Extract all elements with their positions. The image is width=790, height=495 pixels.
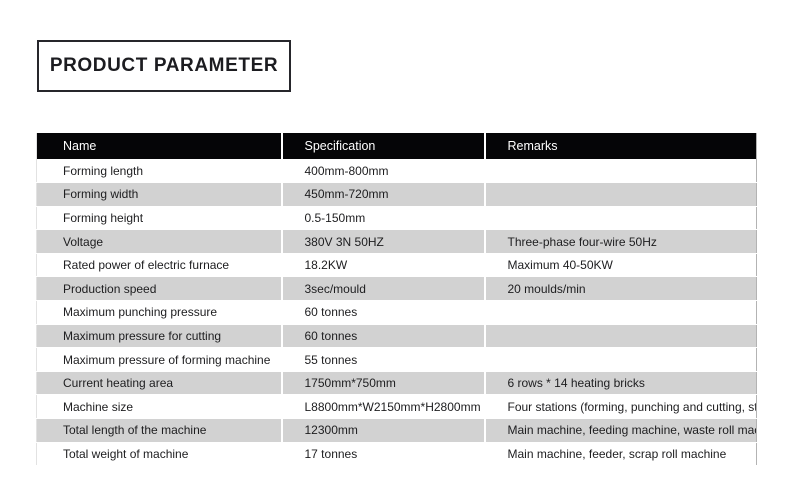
cell-remarks: Main machine, feeding machine, waste rol… — [484, 418, 757, 443]
table-row: Total weight of machine 17 tonnes Main mac… — [36, 442, 757, 467]
cell-name: Maximum pressure of forming machine — [36, 347, 283, 372]
cell-specification: 17 tonnes — [281, 442, 486, 467]
cell-name: Forming length — [36, 159, 283, 184]
cell-name: Maximum punching pressure — [36, 300, 283, 325]
table-row: Voltage 380V 3N 50HZ Three-phase four-wire… — [36, 229, 757, 254]
cell-remarks — [484, 347, 757, 372]
cell-remarks — [484, 324, 757, 349]
table-header: Name Specification Remarks — [36, 133, 757, 159]
table-row: Forming height 0.5-150mm — [36, 206, 757, 231]
column-header-remarks: Remarks — [484, 133, 757, 159]
cell-specification: 380V 3N 50HZ — [281, 229, 486, 254]
cell-name: Production speed — [36, 276, 283, 302]
table-row: Forming length 400mm-800mm — [36, 159, 757, 184]
cell-remarks — [484, 159, 757, 184]
table-row: Maximum pressure of forming machine 55 to… — [36, 347, 757, 372]
cell-specification: 0.5-150mm — [281, 206, 486, 231]
cell-specification: 1750mm*750mm — [281, 371, 486, 396]
cell-name: Forming height — [36, 206, 283, 231]
cell-remarks — [484, 182, 757, 207]
cell-specification: 3sec/mould — [281, 276, 486, 302]
cell-remarks: Four stations (forming, punching and cut… — [484, 394, 757, 420]
cell-specification: 60 tonnes — [281, 324, 486, 349]
cell-specification: 450mm-720mm — [281, 182, 486, 207]
product-parameter-table: Name Specification Remarks Forming lengt… — [36, 133, 757, 467]
cell-remarks: 6 rows * 14 heating bricks — [484, 371, 757, 396]
table-header-row: Name Specification Remarks — [36, 133, 757, 159]
cell-specification: 12300mm — [281, 418, 486, 443]
table-row: Machine size L8800mm*W2150mm*H2800mm Four … — [36, 394, 757, 420]
cell-name: Current heating area — [36, 371, 283, 396]
cell-name: Rated power of electric furnace — [36, 253, 283, 278]
table-row: Maximum punching pressure 60 tonnes — [36, 300, 757, 325]
cell-remarks: Three-phase four-wire 50Hz — [484, 229, 757, 254]
table-row: Production speed 3sec/mould 20 moulds/min — [36, 276, 757, 302]
page-title: PRODUCT PARAMETER — [49, 55, 279, 76]
table-row: Maximum pressure for cutting 60 tonnes — [36, 324, 757, 349]
cell-name: Forming width — [36, 182, 283, 207]
cell-specification: L8800mm*W2150mm*H2800mm — [281, 394, 486, 420]
table-row: Rated power of electric furnace 18.2KW Max… — [36, 253, 757, 278]
cell-name: Voltage — [36, 229, 283, 254]
table-body: Forming length 400mm-800mm Forming width 45… — [36, 159, 757, 467]
cell-specification: 55 tonnes — [281, 347, 486, 372]
cell-name: Maximum pressure for cutting — [36, 324, 283, 349]
cell-remarks: Main machine, feeder, scrap roll machine — [484, 442, 757, 467]
cell-name: Machine size — [36, 394, 283, 420]
cell-name: Total length of the machine — [36, 418, 283, 443]
column-header-specification: Specification — [281, 133, 486, 159]
cell-specification: 18.2KW — [281, 253, 486, 278]
cell-remarks: Maximum 40-50KW — [484, 253, 757, 278]
table-row: Current heating area 1750mm*750mm 6 rows *… — [36, 371, 757, 396]
cell-remarks: 20 moulds/min — [484, 276, 757, 302]
cell-specification: 400mm-800mm — [281, 159, 486, 184]
cell-name: Total weight of machine — [36, 442, 283, 467]
table-row: Forming width 450mm-720mm — [36, 182, 757, 207]
cell-remarks — [484, 300, 757, 325]
cell-specification: 60 tonnes — [281, 300, 486, 325]
cell-remarks — [484, 206, 757, 231]
page-title-box: PRODUCT PARAMETER — [37, 40, 291, 92]
column-header-name: Name — [36, 133, 283, 159]
table-row: Total length of the machine 12300mm Main m… — [36, 418, 757, 443]
